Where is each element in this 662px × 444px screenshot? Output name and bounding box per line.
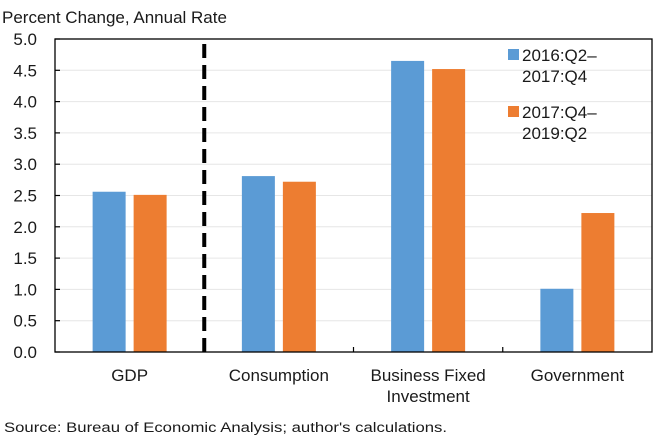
x-axis-labels: GDP Consumption Business Fixed Investment Go… (111, 366, 624, 406)
legend-swatch-series-1 (508, 49, 519, 60)
y-tick-label: 4.0 (13, 93, 37, 112)
legend: 2016:Q2– 2017:Q4 2017:Q4– 2019:Q2 (508, 46, 597, 143)
y-tick-label: 3.5 (13, 124, 37, 143)
source-note: Source: Bureau of Economic Analysis; aut… (4, 420, 447, 435)
x-category-label: Business Fixed (370, 366, 485, 385)
bar-government-series-1 (540, 288, 574, 352)
bar-business-fixed-investment-series-1 (391, 60, 425, 352)
y-tick-label: 2.5 (13, 187, 37, 206)
y-tick-label: 5.0 (13, 30, 37, 49)
y-tick-label: 3.0 (13, 155, 37, 174)
bar-business-fixed-investment-series-2 (432, 69, 466, 352)
bar-consumption-series-2 (282, 181, 316, 352)
legend-label: 2016:Q2– (522, 46, 597, 65)
x-category-label: Government (531, 366, 625, 385)
y-tick-label: 0.5 (13, 312, 37, 331)
y-tick-label: 2.0 (13, 218, 37, 237)
y-axis-ticks: 0.0 0.5 1.0 1.5 2.0 2.5 3.0 3.5 4.0 4.5 5.0 (13, 30, 60, 362)
y-tick-label: 1.5 (13, 249, 37, 268)
y-tick-label: 4.5 (13, 61, 37, 80)
bar-gdp-series-1 (92, 191, 126, 352)
y-tick-label: 0.0 (13, 343, 37, 362)
legend-label: 2019:Q2 (522, 124, 587, 143)
legend-label: 2017:Q4 (522, 67, 587, 86)
y-tick-label: 1.0 (13, 280, 37, 299)
legend-label: 2017:Q4– (522, 103, 597, 122)
bar-consumption-series-1 (241, 176, 275, 352)
x-category-label: GDP (111, 366, 148, 385)
x-category-label: Consumption (229, 366, 329, 385)
chart-title: Percent Change, Annual Rate (2, 8, 227, 27)
bar-gdp-series-2 (133, 194, 167, 352)
bars (92, 60, 615, 352)
bar-government-series-2 (581, 213, 615, 352)
legend-swatch-series-2 (508, 106, 519, 117)
x-category-label: Investment (387, 387, 470, 406)
